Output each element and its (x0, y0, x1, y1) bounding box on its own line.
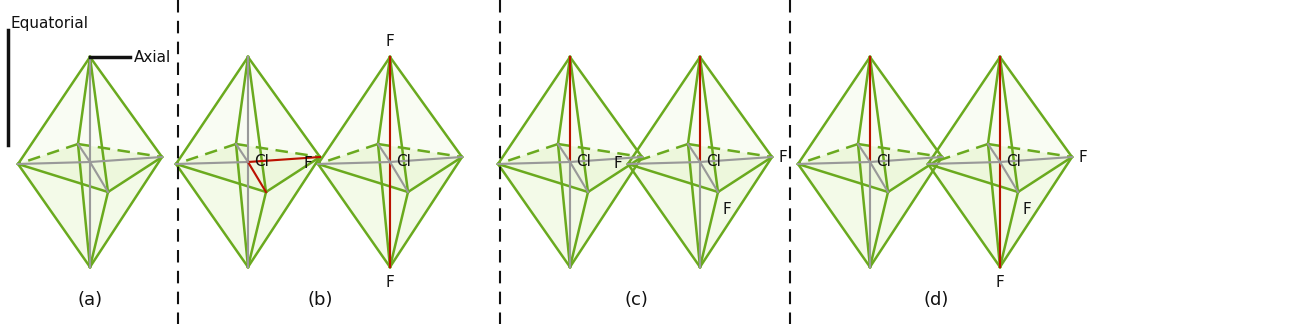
Text: F: F (723, 202, 732, 217)
Polygon shape (176, 144, 320, 192)
Text: F: F (614, 156, 621, 171)
Polygon shape (318, 164, 408, 267)
Text: Axial: Axial (134, 50, 172, 64)
Polygon shape (498, 164, 588, 267)
Text: Cl: Cl (876, 155, 891, 169)
Polygon shape (318, 144, 462, 192)
Text: F: F (1023, 202, 1032, 217)
Polygon shape (18, 164, 108, 267)
Polygon shape (1000, 57, 1072, 192)
Polygon shape (18, 57, 108, 192)
Text: F: F (386, 275, 394, 290)
Text: F: F (996, 275, 1005, 290)
Text: F: F (386, 34, 394, 49)
Polygon shape (248, 157, 320, 267)
Polygon shape (628, 57, 718, 192)
Polygon shape (569, 57, 642, 192)
Polygon shape (628, 164, 718, 267)
Text: (b): (b) (307, 291, 333, 309)
Polygon shape (699, 57, 772, 192)
Polygon shape (90, 57, 162, 192)
Text: Cl: Cl (396, 155, 411, 169)
Polygon shape (90, 157, 162, 267)
Polygon shape (248, 57, 320, 192)
Text: Cl: Cl (576, 155, 592, 169)
Text: Cl: Cl (1006, 155, 1021, 169)
Polygon shape (498, 144, 642, 192)
Polygon shape (498, 57, 588, 192)
Polygon shape (176, 57, 266, 192)
Polygon shape (390, 157, 462, 267)
Polygon shape (870, 57, 942, 192)
Polygon shape (870, 157, 942, 267)
Polygon shape (928, 144, 1072, 192)
Polygon shape (18, 144, 162, 192)
Polygon shape (798, 144, 942, 192)
Polygon shape (1000, 157, 1072, 267)
Text: Cl: Cl (706, 155, 722, 169)
Text: F: F (303, 156, 312, 171)
Polygon shape (928, 57, 1018, 192)
Text: (a): (a) (78, 291, 103, 309)
Text: Equatorial: Equatorial (10, 16, 88, 31)
Polygon shape (699, 157, 772, 267)
Text: (d): (d) (923, 291, 949, 309)
Text: (c): (c) (624, 291, 647, 309)
Text: F: F (777, 149, 786, 165)
Polygon shape (318, 57, 408, 192)
Polygon shape (569, 157, 642, 267)
Polygon shape (798, 57, 888, 192)
Polygon shape (798, 164, 888, 267)
Text: Cl: Cl (254, 155, 269, 169)
Text: F: F (1078, 149, 1087, 165)
Polygon shape (390, 57, 462, 192)
Polygon shape (928, 164, 1018, 267)
Polygon shape (176, 164, 266, 267)
Polygon shape (628, 144, 772, 192)
